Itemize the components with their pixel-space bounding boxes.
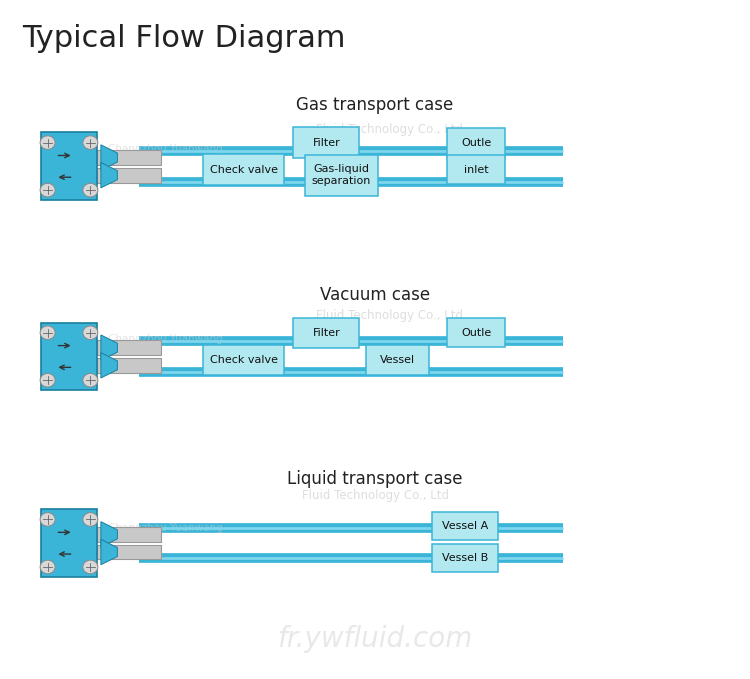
Text: fr.ywfluid.com: fr.ywfluid.com — [278, 625, 472, 653]
FancyBboxPatch shape — [40, 132, 98, 200]
FancyBboxPatch shape — [447, 155, 506, 184]
Text: Vessel B: Vessel B — [442, 553, 488, 563]
Text: Changzhou Yuanwang: Changzhou Yuanwang — [108, 145, 222, 154]
Polygon shape — [100, 521, 117, 547]
Text: Filter: Filter — [312, 328, 340, 337]
Text: Gas transport case: Gas transport case — [296, 96, 454, 114]
FancyBboxPatch shape — [367, 345, 429, 375]
FancyBboxPatch shape — [447, 318, 506, 347]
Text: Liquid transport case: Liquid transport case — [287, 470, 463, 488]
Circle shape — [82, 326, 98, 340]
Polygon shape — [100, 145, 117, 170]
FancyBboxPatch shape — [447, 128, 506, 157]
Text: Changzhou Yuanwang: Changzhou Yuanwang — [108, 335, 222, 344]
FancyBboxPatch shape — [98, 150, 161, 165]
Text: inlet: inlet — [464, 165, 488, 175]
Circle shape — [40, 136, 56, 149]
FancyBboxPatch shape — [40, 509, 98, 577]
Circle shape — [40, 513, 56, 526]
Text: Outle: Outle — [461, 328, 491, 337]
FancyBboxPatch shape — [203, 154, 284, 185]
Circle shape — [82, 513, 98, 526]
Circle shape — [82, 183, 98, 197]
Text: Vacuum case: Vacuum case — [320, 287, 430, 304]
FancyBboxPatch shape — [432, 544, 498, 572]
Text: Check valve: Check valve — [210, 165, 278, 175]
FancyBboxPatch shape — [304, 155, 378, 196]
Text: Typical Flow Diagram: Typical Flow Diagram — [22, 24, 346, 53]
Text: Check valve: Check valve — [210, 355, 278, 365]
Text: Vessel: Vessel — [380, 355, 415, 365]
FancyBboxPatch shape — [432, 512, 498, 540]
Text: Filter: Filter — [312, 138, 340, 147]
FancyBboxPatch shape — [98, 168, 161, 183]
Text: Changzhou Yuanwang: Changzhou Yuanwang — [108, 524, 222, 533]
FancyBboxPatch shape — [40, 323, 98, 390]
Circle shape — [40, 560, 56, 574]
Circle shape — [40, 373, 56, 387]
Text: Fluid Technology Co., Ltd: Fluid Technology Co., Ltd — [302, 489, 448, 502]
Circle shape — [40, 183, 56, 197]
Polygon shape — [100, 162, 117, 188]
Text: Outle: Outle — [461, 138, 491, 147]
Polygon shape — [100, 352, 117, 378]
Circle shape — [82, 373, 98, 387]
FancyBboxPatch shape — [98, 340, 161, 355]
Polygon shape — [100, 539, 117, 565]
Circle shape — [82, 136, 98, 149]
Text: Gas-liquid
separation: Gas-liquid separation — [311, 164, 371, 186]
Polygon shape — [100, 335, 117, 361]
Text: Fluid Technology Co., Ltd: Fluid Technology Co., Ltd — [316, 122, 464, 136]
Text: Vessel A: Vessel A — [442, 521, 488, 531]
Text: Fluid Technology Co., Ltd: Fluid Technology Co., Ltd — [316, 309, 464, 323]
FancyBboxPatch shape — [293, 318, 359, 348]
FancyBboxPatch shape — [293, 127, 359, 158]
FancyBboxPatch shape — [203, 345, 284, 375]
FancyBboxPatch shape — [98, 545, 161, 559]
Circle shape — [40, 326, 56, 340]
FancyBboxPatch shape — [98, 358, 161, 373]
FancyBboxPatch shape — [98, 527, 161, 542]
Circle shape — [82, 560, 98, 574]
